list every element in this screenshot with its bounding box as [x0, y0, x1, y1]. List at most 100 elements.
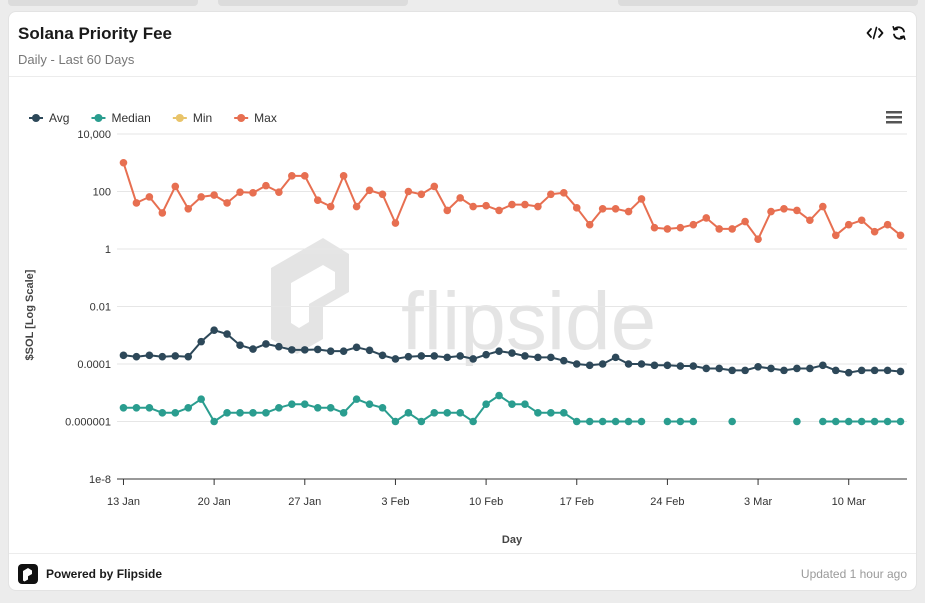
avg-point [158, 352, 167, 361]
avg-point [676, 362, 685, 370]
max-point [780, 205, 788, 213]
avg-point [844, 368, 853, 377]
avg-point [210, 326, 218, 334]
avg-point [611, 353, 620, 362]
legend-item-min[interactable]: Min [172, 111, 212, 125]
max-point [391, 219, 400, 227]
max-point [560, 189, 568, 197]
max-point [793, 206, 801, 215]
y-tick-label: 100 [93, 187, 111, 199]
max-point [624, 207, 633, 216]
avg-point [793, 364, 801, 373]
median-point [223, 409, 231, 417]
hamburger-menu-icon[interactable] [886, 111, 902, 124]
max-point [404, 187, 413, 196]
max-point [171, 182, 180, 191]
max-point [754, 235, 762, 243]
legend-item-avg[interactable]: Avg [29, 111, 69, 125]
median-point [508, 400, 516, 408]
median-point [896, 417, 905, 426]
max-point [676, 223, 685, 232]
max-point [262, 181, 270, 190]
avg-point [417, 352, 426, 360]
max-point [844, 220, 853, 229]
avg-point [352, 343, 361, 352]
median-point [469, 417, 477, 426]
avg-point [365, 346, 374, 355]
legend-marker [237, 114, 246, 122]
avg-point [430, 352, 439, 360]
max-point [585, 220, 594, 229]
series-layer [119, 158, 905, 426]
legend-label: Min [193, 111, 212, 125]
median-point [676, 417, 685, 426]
median-point [158, 409, 167, 417]
median-point [404, 409, 413, 417]
avg-point [326, 347, 335, 355]
avg-point [275, 342, 283, 351]
avg-point [896, 367, 905, 376]
avg-point [521, 352, 529, 360]
max-point [236, 188, 244, 196]
median-point [844, 417, 853, 426]
avg-point [249, 345, 257, 353]
median-point [145, 403, 154, 412]
avg-point [184, 352, 193, 361]
max-point [767, 207, 775, 216]
avg-point [598, 360, 607, 368]
max-point [547, 190, 555, 199]
median-point [119, 403, 128, 412]
avg-point [870, 366, 879, 375]
avg-point [624, 360, 633, 368]
powered-by[interactable]: Powered by Flipside [18, 564, 162, 584]
median-point [456, 409, 464, 417]
max-point [132, 199, 141, 207]
x-tick-label: 17 Feb [560, 496, 594, 508]
x-tick-label: 27 Jan [288, 496, 321, 508]
avg-point [831, 366, 840, 375]
avg-point [560, 356, 568, 365]
max-point [352, 202, 361, 211]
avg-point [404, 352, 413, 361]
max-point [831, 231, 840, 240]
chart-svg: flipside 1e-8 0.000001 0.0001 0.01 1 100 10,00… [24, 111, 907, 546]
median-point [624, 417, 633, 426]
max-point [572, 204, 581, 212]
avg-point [547, 353, 555, 362]
max-point [521, 200, 529, 209]
max-point [495, 206, 503, 215]
avg-point [754, 362, 762, 371]
max-point [689, 220, 698, 229]
grid-layer [117, 133, 907, 422]
top-tab-stub-1 [8, 0, 198, 6]
code-icon[interactable] [866, 25, 884, 41]
avg-point [378, 351, 387, 360]
max-point [313, 196, 322, 204]
flipside-logo-icon [18, 564, 38, 584]
x-tick-label: 3 Mar [744, 496, 772, 508]
max-point [896, 231, 905, 240]
max-point [702, 214, 711, 222]
y-tick-label: 10,000 [77, 129, 111, 141]
avg-point [339, 347, 348, 355]
median-point [262, 409, 270, 417]
max-point [339, 172, 348, 180]
avg-point [741, 366, 749, 375]
max-point [663, 225, 672, 233]
median-point [585, 417, 594, 426]
avg-point [145, 351, 154, 360]
median-point [870, 417, 879, 426]
legend-item-max[interactable]: Max [234, 111, 277, 125]
max-point [145, 193, 154, 201]
avg-point [223, 330, 231, 338]
median-point [831, 417, 840, 426]
legend-marker [175, 114, 184, 122]
avg-point [508, 349, 516, 357]
avg-point [857, 366, 866, 375]
max-point [883, 220, 892, 229]
median-point [378, 403, 387, 412]
refresh-icon[interactable] [890, 25, 908, 41]
legend-item-median[interactable]: Median [91, 111, 151, 125]
median-point [521, 400, 529, 408]
x-tick-label: 10 Mar [832, 496, 867, 508]
